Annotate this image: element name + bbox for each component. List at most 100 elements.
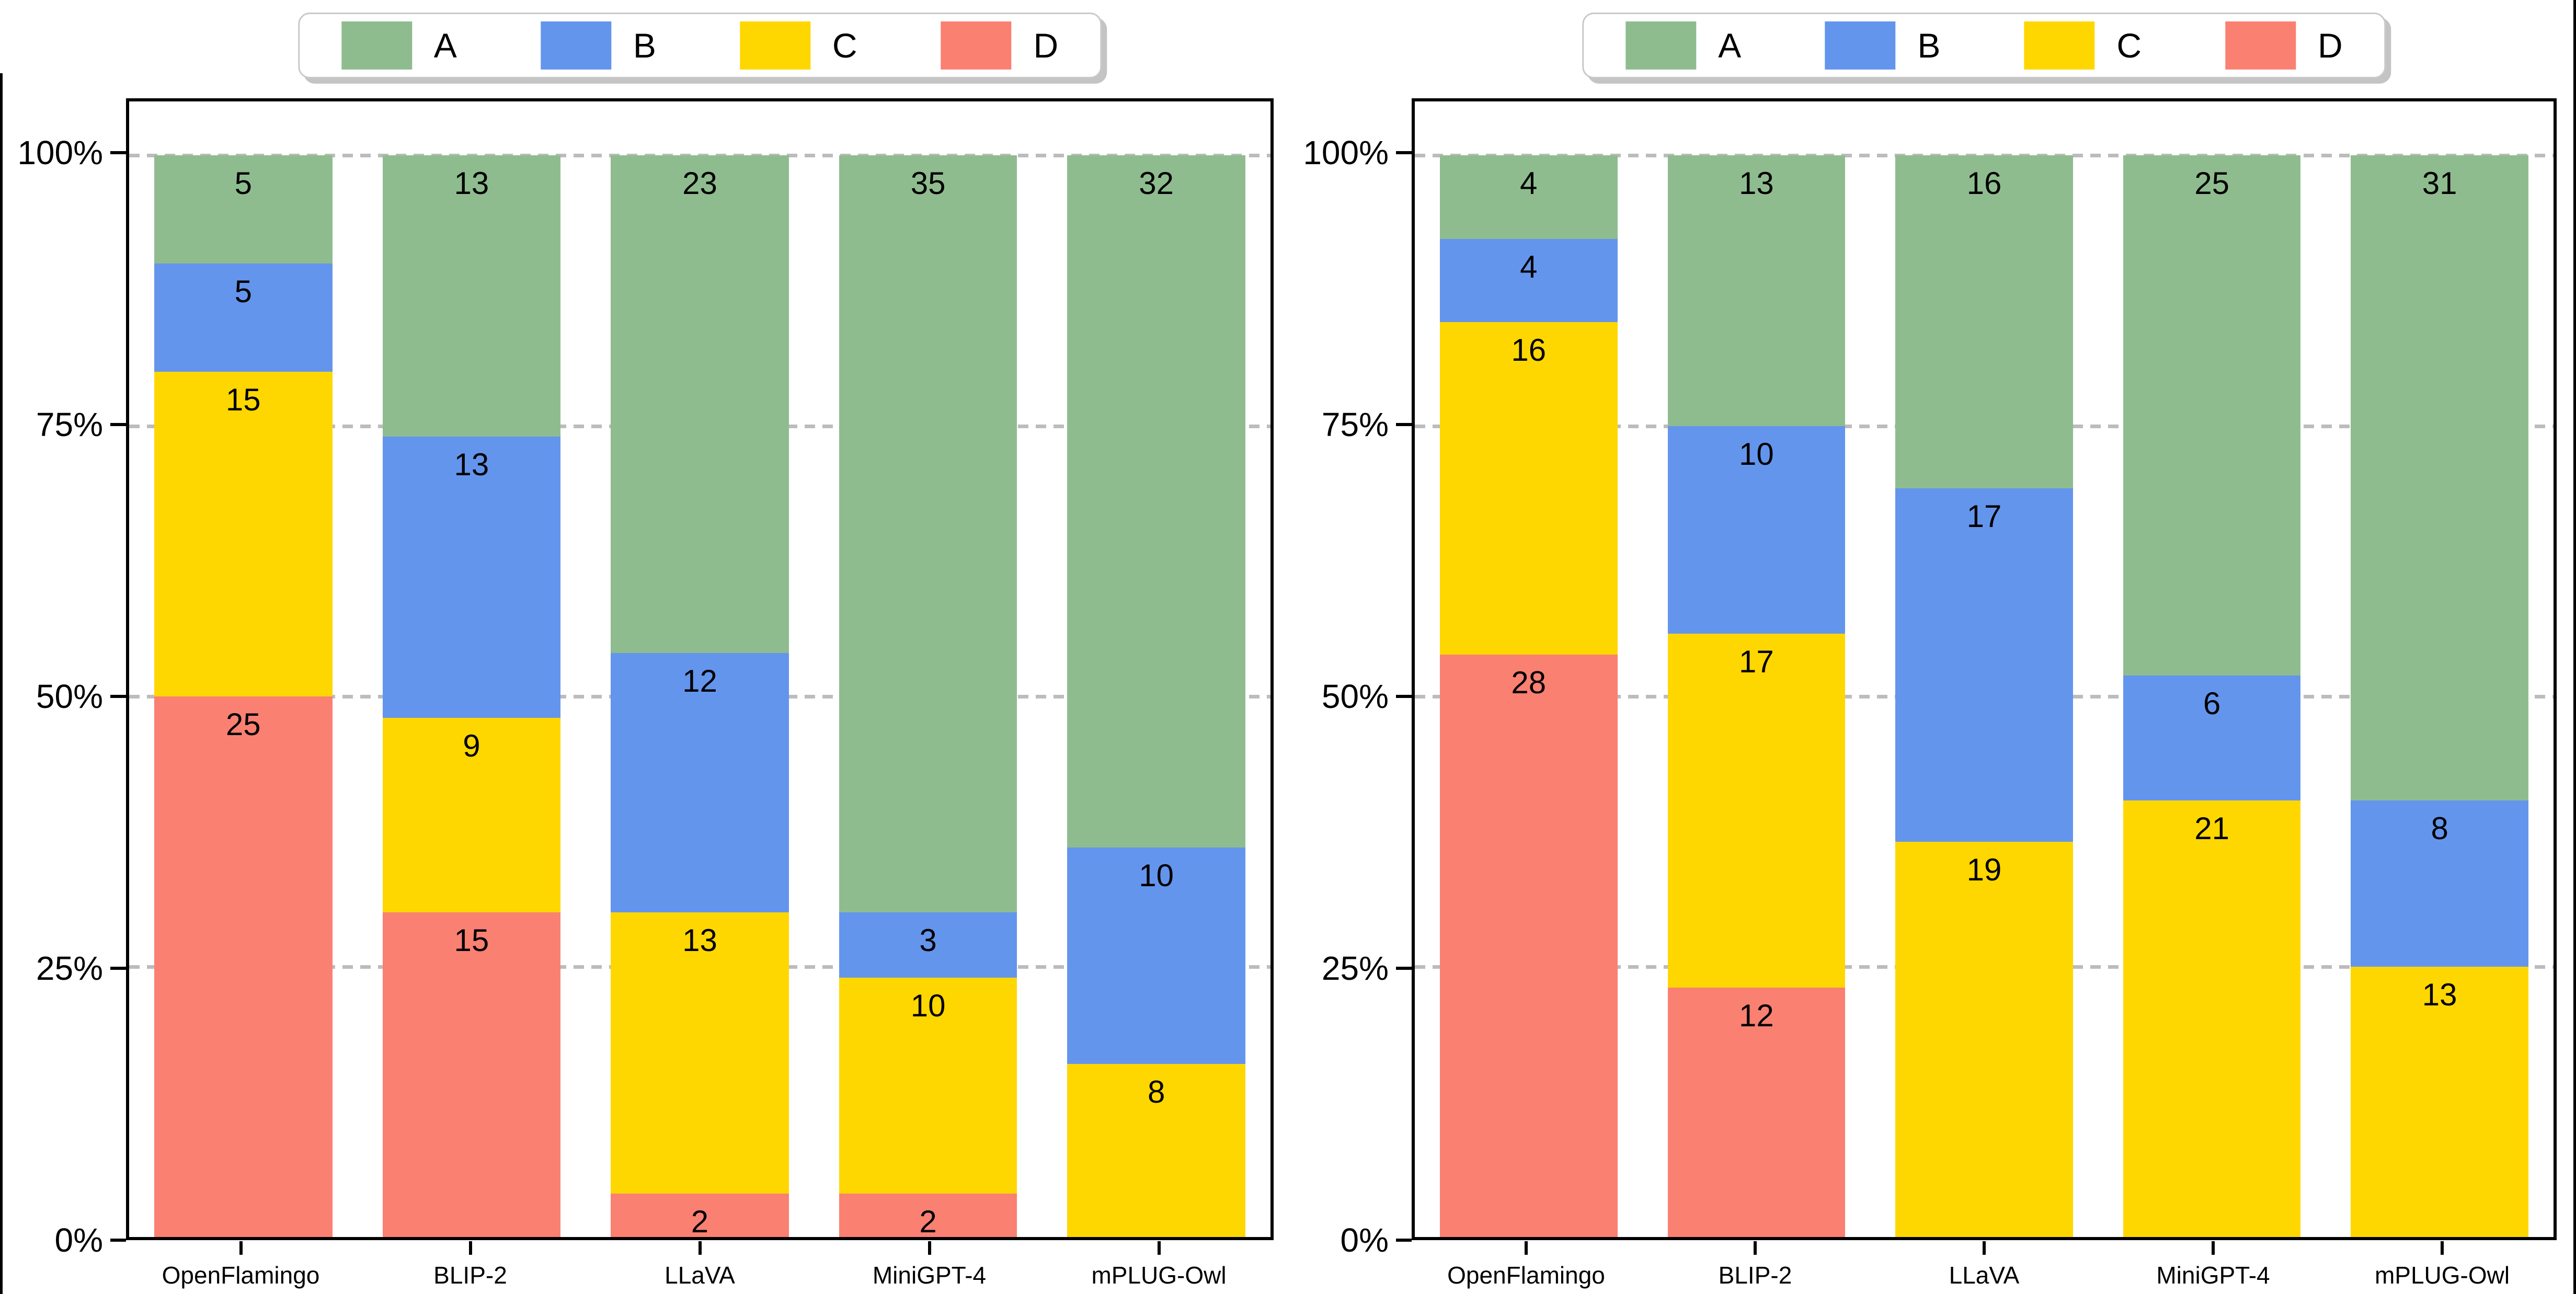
- x-tick-mark: [2441, 1241, 2444, 1255]
- screen-edge-left: [0, 73, 3, 1294]
- segment-value-label: 13: [2422, 977, 2457, 1012]
- x-tick-mark: [468, 1241, 472, 1255]
- segment-value-label: 17: [1966, 498, 2002, 534]
- y-tick-label-75: 75%: [36, 406, 103, 443]
- bar-column-llava: 2 13 12 23: [586, 101, 814, 1240]
- legend-swatch-a: [1625, 21, 1697, 70]
- y-tick-label-0: 0%: [54, 1221, 104, 1259]
- y-tick-mark-50: [1396, 695, 1412, 698]
- segment-b: [154, 264, 333, 372]
- segment-a: [2123, 155, 2301, 675]
- x-tick-label-llava: LLaVA: [665, 1262, 735, 1289]
- y-tick-label-100: 100%: [1303, 134, 1389, 171]
- x-axis-cell-blip-2: BLIP-2: [1641, 1241, 1870, 1287]
- x-tick-mark: [698, 1241, 702, 1255]
- y-tick-mark-75: [110, 423, 126, 426]
- segment-value-label: 15: [454, 923, 489, 958]
- x-tick-mark: [1525, 1241, 1528, 1255]
- segment-c: [1895, 842, 2073, 1237]
- segment-value-label: 16: [1966, 166, 2002, 201]
- x-tick-mark: [2212, 1241, 2215, 1255]
- legend-item-c: C: [2024, 21, 2142, 70]
- x-axis-cell-minigpt-4: MiniGPT-4: [2099, 1241, 2328, 1287]
- legend-swatch-b: [540, 21, 611, 70]
- stacked-bar-llava: 2 13 12 23: [611, 155, 789, 1240]
- bar-column-blip-2: 12 17 10 13: [1643, 101, 1871, 1237]
- segment-value-label: 13: [682, 923, 717, 958]
- bar-column-openflamingo: 25 15 5 5: [129, 101, 358, 1237]
- x-tick-mark: [1983, 1241, 1986, 1255]
- segment-a: [839, 155, 1017, 913]
- stacked-bar-mplug-owl: 081032: [1067, 155, 1245, 1237]
- segment-value-label: 16: [1511, 332, 1547, 368]
- x-tick-label-mplug-owl: mPLUG-Owl: [2374, 1262, 2510, 1289]
- segment-a: [1439, 155, 1618, 239]
- x-axis-cell-minigpt-4: MiniGPT-4: [815, 1241, 1044, 1287]
- x-tick-mark: [928, 1241, 931, 1255]
- segment-b: [1067, 848, 1245, 1064]
- x-axis-row: OpenFlamingo BLIP-2 LLaVA MiniGPT-4 mPLUG-Ow…: [126, 1241, 1274, 1287]
- x-axis-cell-blip-2: BLIP-2: [356, 1241, 585, 1287]
- legend-item-label: C: [832, 26, 857, 65]
- x-tick-label-openflamingo: OpenFlamingo: [1447, 1262, 1605, 1289]
- segment-value-label: 21: [2194, 810, 2229, 846]
- stacked-bar-blip-2: 12 17 10 13: [1667, 155, 1846, 1237]
- stacked-bar-openflamingo: 25 15 5 5: [154, 155, 333, 1237]
- segment-value-label: 12: [682, 663, 717, 698]
- legend: A B C D: [297, 13, 1102, 78]
- legend-item-label: A: [433, 26, 457, 65]
- y-tick-mark-100: [110, 151, 126, 154]
- legend-swatch-d: [941, 21, 1012, 70]
- x-axis-cell-mplug-owl: mPLUG-Owl: [1044, 1241, 1274, 1287]
- segment-value-label: 10: [1739, 436, 1774, 472]
- segment-value-label: 13: [1739, 166, 1774, 201]
- legend-item-b: B: [1825, 21, 1940, 70]
- segment-value-label: 25: [225, 706, 261, 742]
- segment-value-label: 31: [2422, 166, 2457, 201]
- segment-d: [839, 1194, 1017, 1237]
- y-tick-mark-75: [1396, 423, 1412, 426]
- y-tick-label-0: 0%: [1340, 1221, 1389, 1259]
- bar-columns: 25155515913132131223210335081032: [129, 101, 1270, 1240]
- bar-column-llava: 0191716: [1870, 101, 2098, 1237]
- segment-b: [382, 437, 561, 718]
- legend-item-d: D: [2225, 21, 2343, 70]
- segment-b: [1667, 426, 1846, 634]
- bar-column-minigpt-4: 021625: [2098, 101, 2326, 1237]
- x-tick-mark: [1157, 1241, 1161, 1255]
- segment-a: [154, 155, 333, 264]
- segment-value-label: 23: [682, 166, 717, 201]
- x-axis-cell-openflamingo: OpenFlamingo: [126, 1241, 356, 1287]
- segment-b: [1895, 488, 2073, 842]
- x-axis-cell-llava: LLaVA: [585, 1241, 815, 1287]
- x-tick-label-llava: LLaVA: [1949, 1262, 2020, 1289]
- x-axis-cell-llava: LLaVA: [1870, 1241, 2099, 1287]
- legend-item-b: B: [540, 21, 656, 70]
- stacked-bar-minigpt-4: 021625: [2123, 155, 2301, 1237]
- legend-item-label: A: [1718, 26, 1742, 65]
- segment-b: [2351, 800, 2529, 967]
- segment-d: [611, 1194, 789, 1237]
- segment-value-label: 10: [1139, 858, 1174, 894]
- bar-column-mplug-owl: 013831: [2326, 101, 2554, 1237]
- legend-item-label: D: [1033, 26, 1059, 65]
- segment-value-label: 10: [910, 988, 946, 1023]
- segment-c: [2351, 966, 2529, 1237]
- segment-d: [1667, 987, 1846, 1237]
- segment-value-label: 17: [1739, 644, 1774, 680]
- x-tick-label-mplug-owl: mPLUG-Owl: [1091, 1262, 1227, 1289]
- x-tick-label-openflamingo: OpenFlamingo: [162, 1262, 320, 1289]
- x-tick-label-blip-2: BLIP-2: [1718, 1262, 1792, 1289]
- legend-swatch-d: [2225, 21, 2296, 70]
- segment-value-label: 19: [1966, 852, 2002, 888]
- x-axis-cell-openflamingo: OpenFlamingo: [1412, 1241, 1641, 1287]
- segment-d: [1439, 655, 1618, 1237]
- segment-value-label: 3: [919, 923, 937, 958]
- segment-b: [1439, 238, 1618, 322]
- y-tick-mark-25: [110, 967, 126, 970]
- x-tick-label-blip-2: BLIP-2: [433, 1262, 507, 1289]
- segment-value-label: 2: [691, 1204, 709, 1240]
- segment-b: [839, 912, 1017, 978]
- stacked-bar-openflamingo: 28 16 4 4: [1439, 155, 1618, 1237]
